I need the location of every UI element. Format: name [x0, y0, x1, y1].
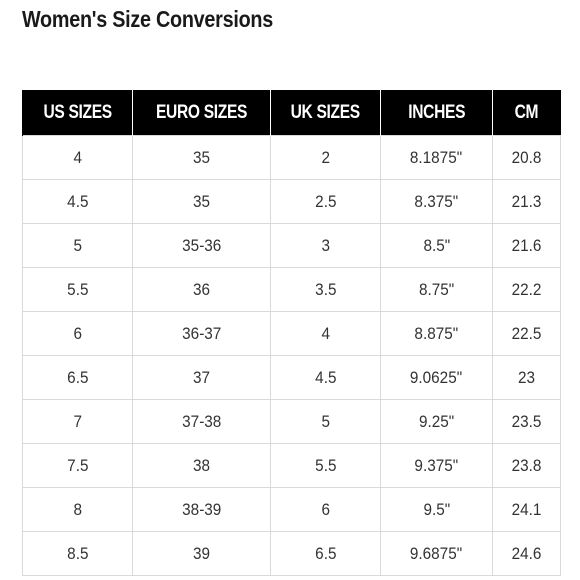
- header-row: US SIZES EURO SIZES UK SIZES INCHES CM: [22, 90, 561, 136]
- cell-euro-size: 35-36: [132, 223, 271, 268]
- cell-inches: 8.875": [380, 311, 493, 356]
- cell-uk-size: 5: [270, 399, 381, 444]
- column-header-cm: CM: [492, 90, 561, 136]
- cell-cm: 22.5: [492, 311, 561, 356]
- cell-us-size: 8.5: [22, 531, 133, 576]
- cell-uk-size: 4: [270, 311, 381, 356]
- size-conversion-table-container: US SIZES EURO SIZES UK SIZES INCHES CM 4…: [22, 90, 561, 576]
- cell-inches: 8.375": [380, 179, 493, 224]
- cell-inches: 9.375": [380, 443, 493, 488]
- table-row: 8 38-39 6 9.5" 24.1: [22, 487, 561, 532]
- cell-euro-size: 35: [132, 179, 271, 224]
- cell-cm: 21.3: [492, 179, 561, 224]
- table-row: 7 37-38 5 9.25" 23.5: [22, 399, 561, 444]
- cell-cm: 23.5: [492, 399, 561, 444]
- cell-uk-size: 6.5: [270, 531, 381, 576]
- cell-us-size: 7.5: [22, 443, 133, 488]
- cell-uk-size: 3.5: [270, 267, 381, 312]
- cell-euro-size: 36: [132, 267, 271, 312]
- cell-us-size: 8: [22, 487, 133, 532]
- cell-uk-size: 6: [270, 487, 381, 532]
- cell-cm: 24.1: [492, 487, 561, 532]
- cell-euro-size: 37: [132, 355, 271, 400]
- table-row: 6 36-37 4 8.875" 22.5: [22, 311, 561, 356]
- cell-uk-size: 2: [270, 135, 381, 180]
- table-row: 5 35-36 3 8.5" 21.6: [22, 223, 561, 268]
- table-row: 5.5 36 3.5 8.75" 22.2: [22, 267, 561, 312]
- cell-cm: 21.6: [492, 223, 561, 268]
- cell-inches: 9.25": [380, 399, 493, 444]
- cell-cm: 20.8: [492, 135, 561, 180]
- cell-euro-size: 38: [132, 443, 271, 488]
- cell-us-size: 4.5: [22, 179, 133, 224]
- cell-inches: 9.0625": [380, 355, 493, 400]
- table-row: 4 35 2 8.1875" 20.8: [22, 135, 561, 180]
- table-row: 8.5 39 6.5 9.6875" 24.6: [22, 531, 561, 576]
- cell-inches: 8.1875": [380, 135, 493, 180]
- cell-uk-size: 2.5: [270, 179, 381, 224]
- column-header-euro-sizes: EURO SIZES: [132, 90, 271, 136]
- column-header-us-sizes: US SIZES: [22, 90, 133, 136]
- table-row: 6.5 37 4.5 9.0625" 23: [22, 355, 561, 400]
- size-conversion-table: US SIZES EURO SIZES UK SIZES INCHES CM 4…: [22, 90, 561, 576]
- cell-cm: 23: [492, 355, 561, 400]
- cell-uk-size: 5.5: [270, 443, 381, 488]
- cell-cm: 22.2: [492, 267, 561, 312]
- cell-euro-size: 39: [132, 531, 271, 576]
- cell-inches: 9.5": [380, 487, 493, 532]
- cell-us-size: 7: [22, 399, 133, 444]
- cell-inches: 9.6875": [380, 531, 493, 576]
- cell-euro-size: 36-37: [132, 311, 271, 356]
- cell-uk-size: 4.5: [270, 355, 381, 400]
- page-title: Women's Size Conversions: [22, 6, 273, 32]
- cell-euro-size: 37-38: [132, 399, 271, 444]
- column-header-uk-sizes: UK SIZES: [270, 90, 381, 136]
- cell-cm: 24.6: [492, 531, 561, 576]
- cell-cm: 23.8: [492, 443, 561, 488]
- table-header: US SIZES EURO SIZES UK SIZES INCHES CM: [22, 90, 561, 136]
- table-row: 4.5 35 2.5 8.375" 21.3: [22, 179, 561, 224]
- cell-us-size: 4: [22, 135, 133, 180]
- cell-inches: 8.5": [380, 223, 493, 268]
- cell-us-size: 5.5: [22, 267, 133, 312]
- cell-us-size: 6: [22, 311, 133, 356]
- cell-inches: 8.75": [380, 267, 493, 312]
- table-body: 4 35 2 8.1875" 20.8 4.5 35 2.5 8.375" 21…: [22, 135, 561, 576]
- cell-uk-size: 3: [270, 223, 381, 268]
- cell-euro-size: 38-39: [132, 487, 271, 532]
- cell-us-size: 6.5: [22, 355, 133, 400]
- column-header-inches: INCHES: [380, 90, 493, 136]
- cell-us-size: 5: [22, 223, 133, 268]
- table-row: 7.5 38 5.5 9.375" 23.8: [22, 443, 561, 488]
- cell-euro-size: 35: [132, 135, 271, 180]
